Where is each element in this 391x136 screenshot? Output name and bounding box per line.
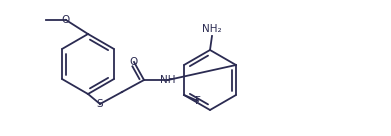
Text: O: O <box>130 57 138 67</box>
Text: NH₂: NH₂ <box>202 24 222 34</box>
Text: O: O <box>62 15 70 25</box>
Text: NH: NH <box>160 75 176 85</box>
Text: S: S <box>97 99 103 109</box>
Text: F: F <box>195 96 201 106</box>
